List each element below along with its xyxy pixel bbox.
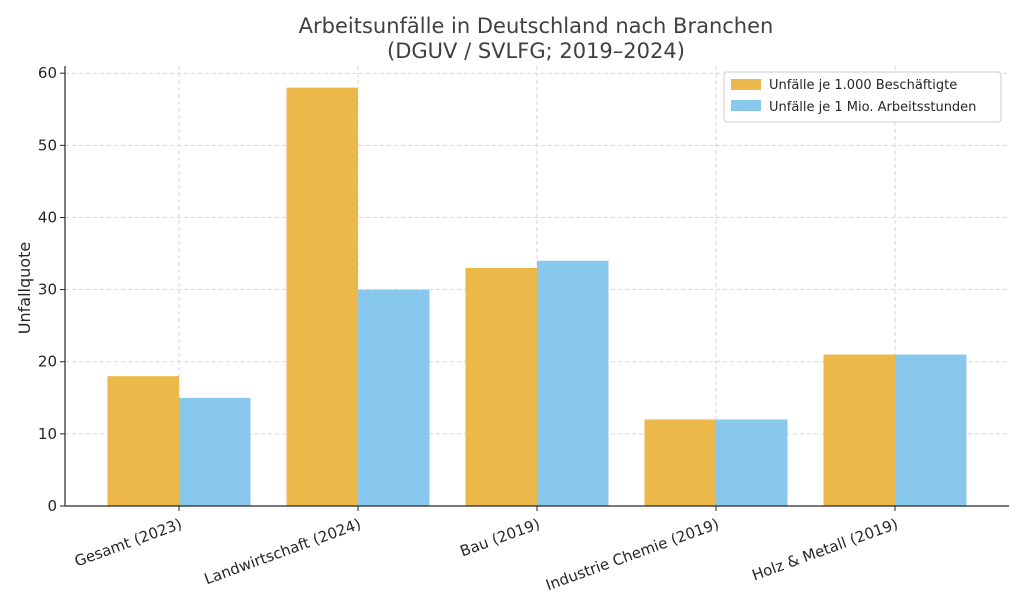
y-tick-label: 0 xyxy=(47,497,57,515)
legend-swatch-accidents-per-1000-employees xyxy=(731,79,761,90)
chart-title: Arbeitsunfälle in Deutschland nach Branc… xyxy=(299,14,774,38)
bar-industrie-chemie-2019-series-1 xyxy=(644,419,716,506)
legend-frame xyxy=(723,71,1002,123)
y-tick-label: 30 xyxy=(38,281,57,299)
bar-holz-metall-2019-series-1 xyxy=(823,354,895,506)
legend: Unfälle je 1.000 Beschäftigte Unfälle je… xyxy=(723,71,1002,123)
bar-bau-2019-series-1 xyxy=(465,267,537,506)
y-tick-label: 10 xyxy=(38,425,57,443)
legend-label-accidents-per-million-hours: Unfälle je 1 Mio. Arbeitsstunden xyxy=(769,100,976,115)
y-axis-label: Unfallquote xyxy=(15,242,34,334)
y-tick-label: 20 xyxy=(38,353,57,371)
y-tick-label: 60 xyxy=(38,64,57,82)
legend-label-accidents-per-1000-employees: Unfälle je 1.000 Beschäftigte xyxy=(769,78,957,93)
legend-swatch-accidents-per-million-hours xyxy=(731,100,761,111)
bar-landwirtschaft-2024-series-2 xyxy=(358,289,430,506)
chart-subtitle: (DGUV / SVLFG; 2019–2024) xyxy=(387,39,685,63)
bar-gesamt-2023-series-2 xyxy=(179,397,251,506)
bar-bau-2019-series-2 xyxy=(537,260,609,506)
y-tick-label: 50 xyxy=(38,136,57,154)
bar-gesamt-2023-series-1 xyxy=(107,376,179,506)
y-tick-label: 40 xyxy=(38,208,57,226)
bars xyxy=(107,87,967,506)
bar-industrie-chemie-2019-series-2 xyxy=(716,419,788,506)
bar-landwirtschaft-2024-series-1 xyxy=(286,87,358,506)
bar-holz-metall-2019-series-2 xyxy=(895,354,967,506)
